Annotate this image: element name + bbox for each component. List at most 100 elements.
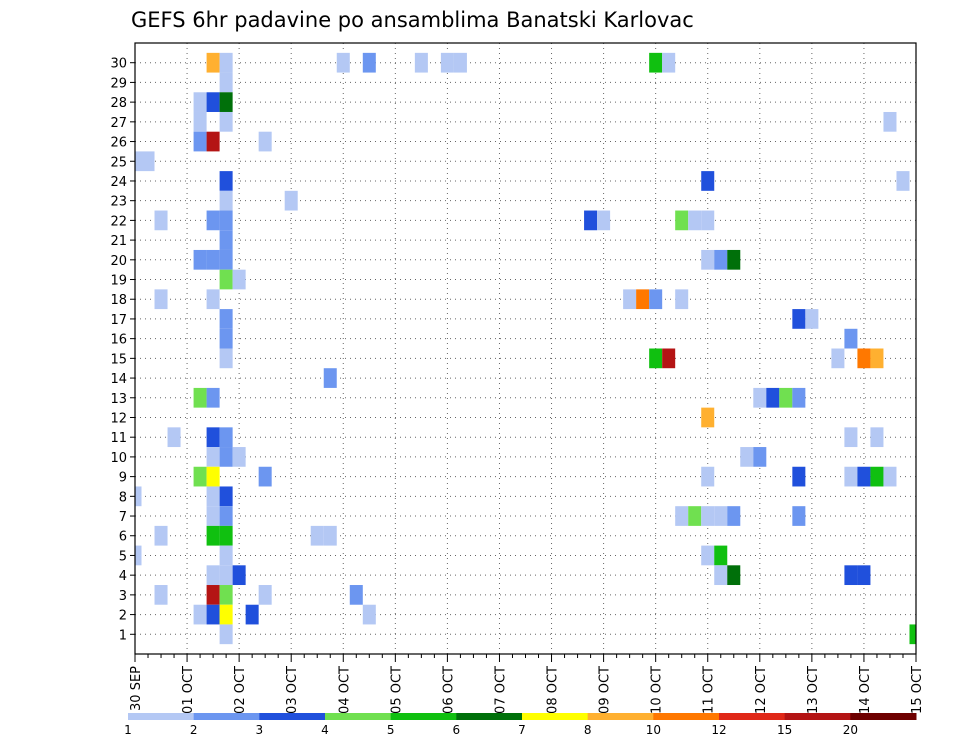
- heatmap-cell: [453, 52, 467, 73]
- y-tick-label: 17: [110, 313, 127, 328]
- x-tick-label: 02 OCT: [233, 666, 248, 714]
- heatmap-cell: [154, 585, 168, 605]
- heatmap-cell: [154, 210, 168, 231]
- x-tick-label: 06 OCT: [441, 666, 456, 714]
- x-tick-label: 11 OCT: [702, 666, 717, 714]
- heatmap-cell: [727, 565, 741, 586]
- heatmap-cell: [258, 131, 272, 152]
- y-tick-label: 19: [110, 274, 127, 289]
- y-tick-label: 4: [119, 569, 127, 584]
- legend-swatch: [390, 713, 457, 720]
- heatmap-cell: [883, 111, 897, 132]
- heatmap-cell: [870, 466, 884, 487]
- heatmap-cell: [219, 624, 233, 645]
- y-tick-label: 28: [110, 96, 127, 111]
- heatmap-cell: [206, 387, 220, 408]
- heatmap-cell: [701, 210, 715, 231]
- y-tick-label: 11: [110, 431, 127, 446]
- y-tick-label: 7: [119, 510, 127, 525]
- heatmap-cell: [714, 545, 728, 566]
- heatmap-cell: [792, 466, 806, 487]
- heatmap-cell: [740, 447, 754, 467]
- heatmap-cell: [714, 506, 728, 526]
- x-tick-label: 07 OCT: [493, 666, 508, 714]
- heatmap-cell: [323, 525, 337, 546]
- heatmap-cell: [141, 151, 155, 172]
- legend: 1 2 3 4 5 6 7 8 10 12 15 20: [124, 713, 917, 737]
- legend-swatch: [850, 713, 917, 720]
- x-tick-label: 05 OCT: [389, 666, 404, 714]
- heatmap-cell: [688, 210, 702, 231]
- cells-layer: [135, 52, 916, 645]
- heatmap-cell: [219, 171, 233, 191]
- heatmap-cell: [219, 230, 233, 250]
- heatmap-cell: [219, 604, 233, 625]
- heatmap-cell: [206, 210, 220, 231]
- y-tick-label: 20: [110, 254, 127, 269]
- legend-label: 5: [387, 723, 395, 737]
- heatmap-cell: [219, 92, 233, 112]
- heatmap-cell: [219, 52, 233, 73]
- heatmap-cell: [193, 249, 207, 270]
- heatmap-cell: [701, 506, 715, 526]
- heatmap-cell: [206, 565, 220, 586]
- heatmap-cell: [844, 328, 858, 349]
- heatmap-cell: [792, 506, 806, 526]
- heatmap-cell: [219, 210, 233, 231]
- heatmap-cell: [909, 624, 916, 645]
- heatmap-cell: [805, 309, 819, 329]
- y-tick-label: 10: [110, 451, 127, 466]
- heatmap-cell: [232, 565, 246, 586]
- heatmap-cell: [219, 190, 233, 211]
- x-tick-label: 01 OCT: [181, 666, 196, 714]
- legend-label: 7: [518, 723, 526, 737]
- legend-label: 20: [843, 723, 858, 737]
- y-tick-label: 22: [110, 214, 127, 229]
- y-tick-label: 29: [110, 76, 127, 91]
- heatmap-cell: [206, 604, 220, 625]
- axes-layer: 1234567891011121314151617181920212223242…: [110, 42, 925, 714]
- legend-swatch: [522, 713, 589, 720]
- heatmap-cell: [675, 210, 689, 231]
- heatmap-cell: [792, 387, 806, 408]
- heatmap-cell: [649, 289, 663, 310]
- heatmap-cell: [623, 289, 637, 310]
- heatmap-cell: [844, 427, 858, 448]
- heatmap-cell: [792, 309, 806, 329]
- heatmap-cell: [727, 506, 741, 526]
- y-tick-label: 30: [110, 57, 127, 72]
- legend-swatch: [653, 713, 720, 720]
- y-tick-label: 1: [119, 628, 127, 643]
- heatmap-cell: [258, 585, 272, 605]
- x-tick-label: 12 OCT: [754, 666, 769, 714]
- legend-swatch: [259, 713, 326, 720]
- heatmap-cell: [206, 289, 220, 310]
- heatmap-cell: [219, 545, 233, 566]
- legend-swatch: [784, 713, 851, 720]
- legend-swatch: [193, 713, 260, 720]
- heatmap-cell: [844, 466, 858, 487]
- heatmap-cell: [219, 348, 233, 369]
- heatmap-cell: [857, 466, 871, 487]
- heatmap-cell: [323, 368, 337, 388]
- heatmap-cell: [135, 545, 142, 566]
- heatmap-cell: [232, 269, 246, 290]
- heatmap-cell: [219, 328, 233, 349]
- heatmap-cell: [219, 269, 233, 290]
- heatmap-cell: [701, 407, 715, 428]
- heatmap-cell: [206, 249, 220, 270]
- heatmap-cell: [154, 525, 168, 546]
- heatmap-cell: [636, 289, 650, 310]
- y-tick-label: 21: [110, 234, 127, 249]
- heatmap-cell: [193, 466, 207, 487]
- heatmap-cell: [245, 604, 259, 625]
- legend-swatch: [325, 713, 392, 720]
- heatmap-cell: [206, 466, 220, 487]
- heatmap-cell: [597, 210, 611, 231]
- heatmap-cell: [206, 486, 220, 507]
- heatmap-cell: [258, 466, 272, 487]
- heatmap-cell: [662, 52, 676, 73]
- heatmap-cell: [362, 52, 376, 73]
- heatmap-cell: [310, 525, 324, 546]
